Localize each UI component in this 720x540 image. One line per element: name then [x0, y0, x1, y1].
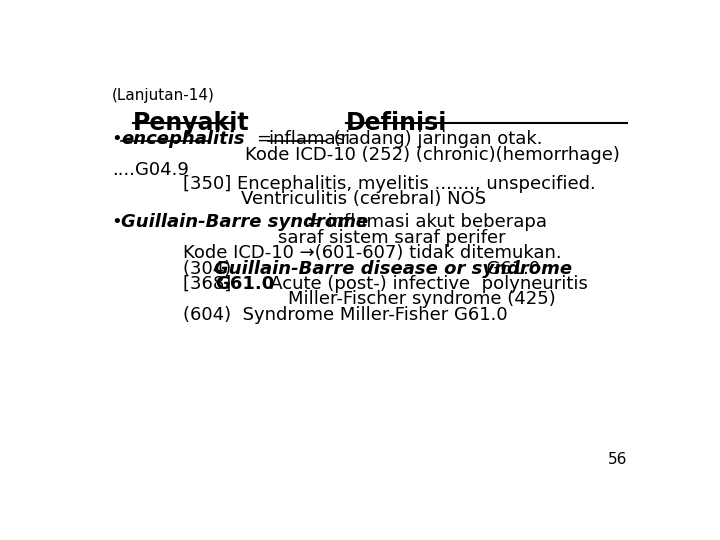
Text: [350] Encephalitis, myelitis ......., unspecified.: [350] Encephalitis, myelitis ......., un…	[183, 175, 595, 193]
Text: Guillain-Barre syndrome: Guillain-Barre syndrome	[121, 213, 368, 232]
Text: =: =	[256, 130, 277, 148]
Text: Penyakit: Penyakit	[132, 111, 249, 135]
Text: [368]: [368]	[183, 275, 243, 293]
Text: inflamasi: inflamasi	[269, 130, 351, 148]
Text: G61.0: G61.0	[475, 260, 540, 278]
Text: ....G04.9: ....G04.9	[112, 161, 189, 179]
Text: •: •	[112, 213, 122, 232]
Text: (radang) jaringan otak.: (radang) jaringan otak.	[328, 130, 542, 148]
Text: Kode ICD-10 (252) (chronic)(hemorrhage): Kode ICD-10 (252) (chronic)(hemorrhage)	[245, 146, 620, 164]
Text: encephalitis: encephalitis	[121, 130, 245, 148]
Text: G61.0: G61.0	[215, 275, 275, 293]
Text: (304): (304)	[183, 260, 237, 278]
Text: Acute (post-) infective  polyneuritis: Acute (post-) infective polyneuritis	[253, 275, 588, 293]
Text: (Lanjutan-14): (Lanjutan-14)	[112, 88, 215, 103]
Text: Guillain-Barre disease or syndrome: Guillain-Barre disease or syndrome	[214, 260, 572, 278]
Text: = inflamasi akut beberapa: = inflamasi akut beberapa	[301, 213, 546, 232]
Text: (604)  Syndrome Miller-Fisher G61.0: (604) Syndrome Miller-Fisher G61.0	[183, 306, 508, 324]
Text: Miller-Fischer syndrome (425): Miller-Fischer syndrome (425)	[287, 291, 555, 308]
Text: Kode ICD-10 →(601-607) tidak ditemukan.: Kode ICD-10 →(601-607) tidak ditemukan.	[183, 244, 562, 262]
Text: saraf sistem saraf perifer: saraf sistem saraf perifer	[279, 229, 506, 247]
Text: Definisi: Definisi	[346, 111, 447, 135]
Text: 56: 56	[608, 452, 627, 467]
Text: •: •	[112, 130, 122, 148]
Text: Ventriculitis (cerebral) NOS: Ventriculitis (cerebral) NOS	[241, 190, 486, 208]
